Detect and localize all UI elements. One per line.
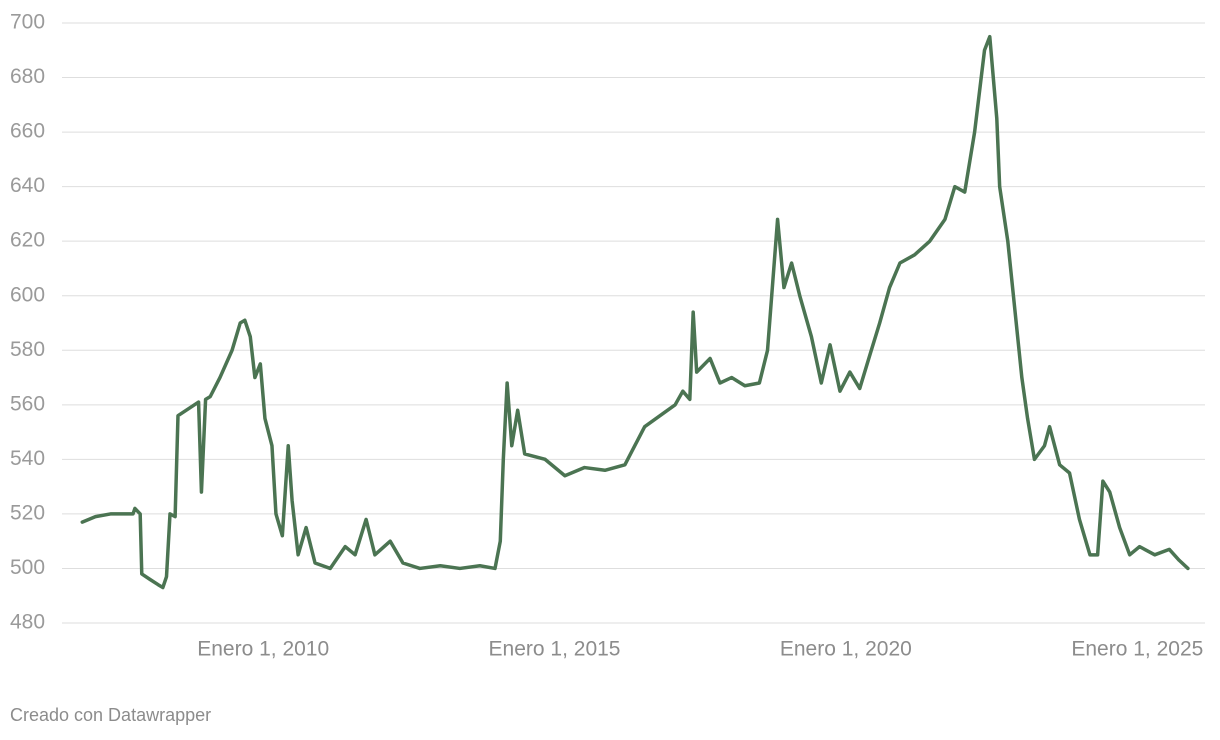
y-tick-label: 600	[10, 283, 45, 306]
x-tick-label: Enero 1, 2010	[197, 638, 329, 661]
x-tick-label: Enero 1, 2020	[780, 638, 912, 661]
x-tick-label: Enero 1, 2025	[1071, 638, 1203, 661]
y-tick-label: 500	[10, 556, 45, 579]
data-line	[80, 34, 1190, 590]
y-tick-label: 700	[10, 11, 45, 34]
y-tick-label: 580	[10, 338, 45, 361]
y-tick-label: 560	[10, 392, 45, 415]
y-tick-label: 640	[10, 174, 45, 197]
y-tick-label: 520	[10, 501, 45, 524]
y-tick-label: 660	[10, 120, 45, 143]
y-tick-label: 680	[10, 65, 45, 88]
y-tick-label: 480	[10, 611, 45, 634]
x-tick-label: Enero 1, 2015	[489, 638, 621, 661]
credit: Creado con Datawrapper	[10, 705, 211, 725]
y-tick-label: 540	[10, 447, 45, 470]
y-tick-label: 620	[10, 229, 45, 252]
